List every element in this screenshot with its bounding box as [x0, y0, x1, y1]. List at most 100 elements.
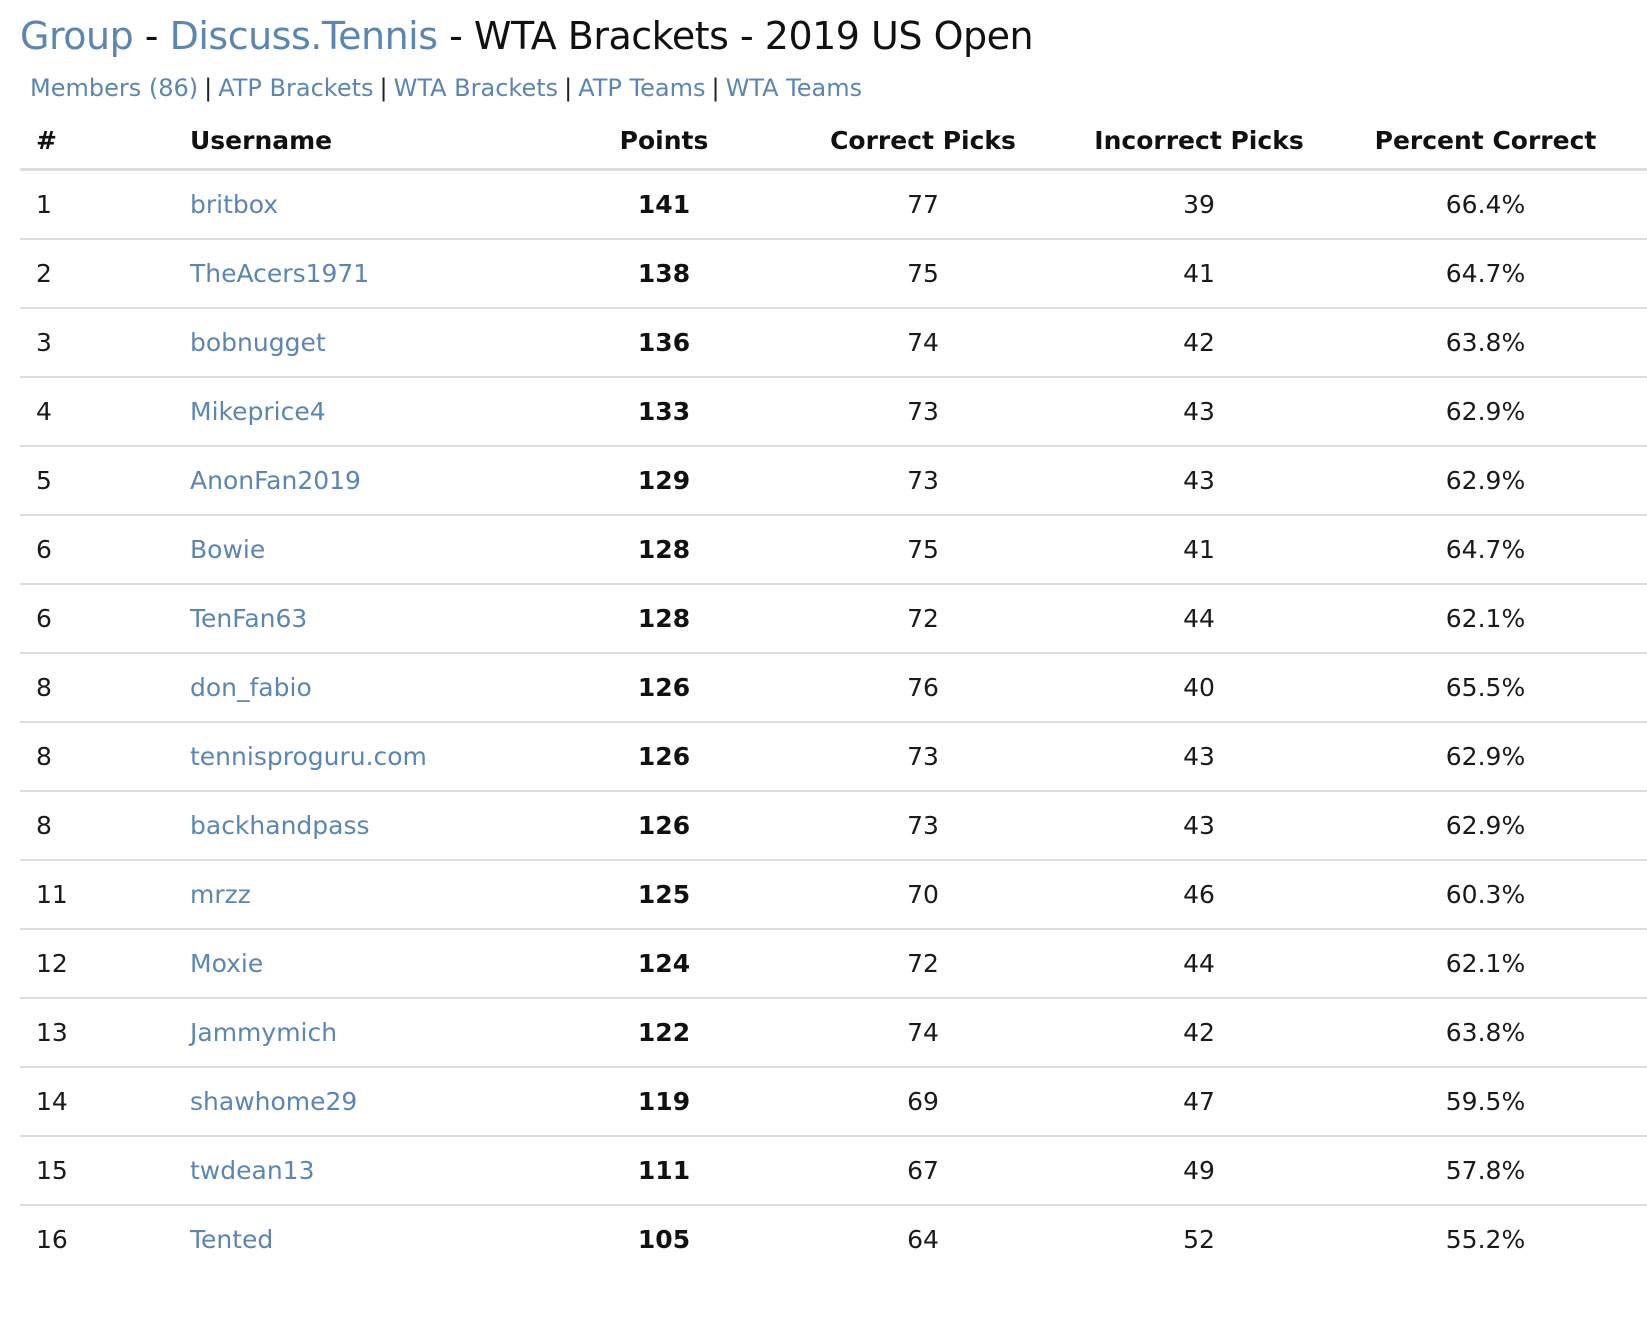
rank-cell: 5 — [20, 446, 190, 516]
correct-picks-cell: 73 — [772, 377, 1074, 447]
correct-picks-cell: 67 — [772, 1136, 1074, 1206]
correct-picks-cell: 74 — [772, 308, 1074, 378]
nav-divider: | — [379, 74, 388, 102]
nav-atp-teams-link[interactable]: ATP Teams — [578, 74, 706, 102]
username-link[interactable]: AnonFan2019 — [190, 466, 361, 495]
correct-picks-cell: 73 — [772, 446, 1074, 516]
rank-cell: 6 — [20, 515, 190, 585]
username-link[interactable]: Mikeprice4 — [190, 397, 326, 426]
username-link[interactable]: Tented — [190, 1225, 274, 1254]
incorrect-picks-cell: 42 — [1074, 308, 1324, 378]
incorrect-picks-cell: 43 — [1074, 446, 1324, 516]
percent-correct-cell: 59.5% — [1324, 1067, 1647, 1137]
points-cell: 126 — [556, 791, 772, 861]
rank-cell: 15 — [20, 1136, 190, 1206]
table-row: 11 mrzz 125 70 46 60.3% — [20, 860, 1647, 930]
username-link[interactable]: Jammymich — [190, 1018, 338, 1047]
percent-correct-cell: 64.7% — [1324, 515, 1647, 585]
percent-correct-cell: 63.8% — [1324, 308, 1647, 378]
rank-cell: 8 — [20, 722, 190, 792]
points-cell: 119 — [556, 1067, 772, 1137]
username-link[interactable]: TheAcers1971 — [190, 259, 370, 288]
correct-picks-cell: 74 — [772, 998, 1074, 1068]
column-header-percent-correct: Percent Correct — [1324, 112, 1647, 171]
points-cell: 105 — [637, 1225, 691, 1254]
correct-picks-cell: 64 — [907, 1225, 939, 1254]
username-cell: shawhome29 — [190, 1067, 556, 1137]
incorrect-picks-cell: 43 — [1074, 377, 1324, 447]
points-cell: 111 — [556, 1136, 772, 1206]
table-row: 14 shawhome29 119 69 47 59.5% — [20, 1067, 1647, 1137]
table-row: 8 tennisproguru.com 126 73 43 62.9% — [20, 722, 1647, 792]
table-row: 3 bobnugget 136 74 42 63.8% — [20, 308, 1647, 378]
standings-table: # Username Points Correct Picks Incorrec… — [20, 112, 1647, 1273]
rank-cell: 8 — [20, 653, 190, 723]
correct-picks-cell: 76 — [772, 653, 1074, 723]
table-row: 4 Mikeprice4 133 73 43 62.9% — [20, 377, 1647, 447]
column-header-rank: # — [20, 112, 190, 171]
rank-cell: 3 — [20, 308, 190, 378]
table-row: 8 backhandpass 126 73 43 62.9% — [20, 791, 1647, 861]
incorrect-picks-cell: 40 — [1074, 653, 1324, 723]
points-cell: 124 — [556, 929, 772, 999]
username-link[interactable]: bobnugget — [190, 328, 326, 357]
nav-members-link[interactable]: Members (86) — [30, 74, 199, 102]
username-cell: bobnugget — [190, 308, 556, 378]
points-cell: 141 — [556, 169, 772, 240]
column-header-incorrect-picks: Incorrect Picks — [1074, 112, 1324, 171]
username-link[interactable]: britbox — [190, 190, 279, 219]
title-separator: - — [133, 14, 170, 58]
nav-wta-teams-link[interactable]: WTA Teams — [725, 74, 863, 102]
username-cell: Moxie — [190, 929, 556, 999]
correct-picks-cell: 73 — [772, 722, 1074, 792]
column-header-points: Points — [556, 112, 772, 171]
username-cell: Jammymich — [190, 998, 556, 1068]
table-header-row: # Username Points Correct Picks Incorrec… — [20, 112, 1647, 171]
column-header-username: Username — [190, 112, 556, 171]
percent-correct-cell: 55.2% — [1445, 1225, 1526, 1254]
rank-cell: 8 — [20, 791, 190, 861]
table-row: 8 don_fabio 126 76 40 65.5% — [20, 653, 1647, 723]
rank-cell: 4 — [20, 377, 190, 447]
username-link[interactable]: shawhome29 — [190, 1087, 358, 1116]
table-row: 2 TheAcers1971 138 75 41 64.7% — [20, 239, 1647, 309]
community-link[interactable]: Discuss.Tennis — [169, 14, 438, 58]
table-row: 6 Bowie 128 75 41 64.7% — [20, 515, 1647, 585]
username-link[interactable]: mrzz — [190, 880, 251, 909]
username-cell: backhandpass — [190, 791, 556, 861]
incorrect-picks-cell: 39 — [1074, 169, 1324, 240]
table-row: 16 Tented 105 64 52 55.2% — [20, 1205, 1647, 1273]
table-row: 1 britbox 141 77 39 66.4% — [20, 169, 1647, 240]
username-link[interactable]: backhandpass — [190, 811, 370, 840]
table-row: 15 twdean13 111 67 49 57.8% — [20, 1136, 1647, 1206]
username-cell: Bowie — [190, 515, 556, 585]
username-link[interactable]: Moxie — [190, 949, 264, 978]
incorrect-picks-cell: 44 — [1074, 929, 1324, 999]
percent-correct-cell: 64.7% — [1324, 239, 1647, 309]
points-cell: 128 — [556, 584, 772, 654]
username-link[interactable]: Bowie — [190, 535, 266, 564]
incorrect-picks-cell: 42 — [1074, 998, 1324, 1068]
username-link[interactable]: twdean13 — [190, 1156, 315, 1185]
percent-correct-cell: 65.5% — [1324, 653, 1647, 723]
correct-picks-cell: 69 — [772, 1067, 1074, 1137]
points-cell: 136 — [556, 308, 772, 378]
rank-cell: 2 — [20, 239, 190, 309]
incorrect-picks-cell: 47 — [1074, 1067, 1324, 1137]
group-link[interactable]: Group — [20, 14, 134, 58]
username-link[interactable]: TenFan63 — [190, 604, 308, 633]
nav-divider: | — [564, 74, 573, 102]
group-nav: Members (86) | ATP Brackets | WTA Brackets | A… — [30, 68, 862, 108]
points-cell: 129 — [556, 446, 772, 516]
nav-wta-brackets-link[interactable]: WTA Brackets — [393, 74, 559, 102]
nav-atp-brackets-link[interactable]: ATP Brackets — [218, 74, 374, 102]
username-link[interactable]: don_fabio — [190, 673, 312, 702]
percent-correct-cell: 63.8% — [1324, 998, 1647, 1068]
incorrect-picks-cell: 52 — [1183, 1225, 1215, 1254]
username-link[interactable]: tennisproguru.com — [190, 742, 427, 771]
username-cell: TenFan63 — [190, 584, 556, 654]
percent-correct-cell: 62.9% — [1324, 377, 1647, 447]
incorrect-picks-cell: 41 — [1074, 515, 1324, 585]
username-cell: Tented — [190, 1205, 556, 1273]
table-row: 13 Jammymich 122 74 42 63.8% — [20, 998, 1647, 1068]
